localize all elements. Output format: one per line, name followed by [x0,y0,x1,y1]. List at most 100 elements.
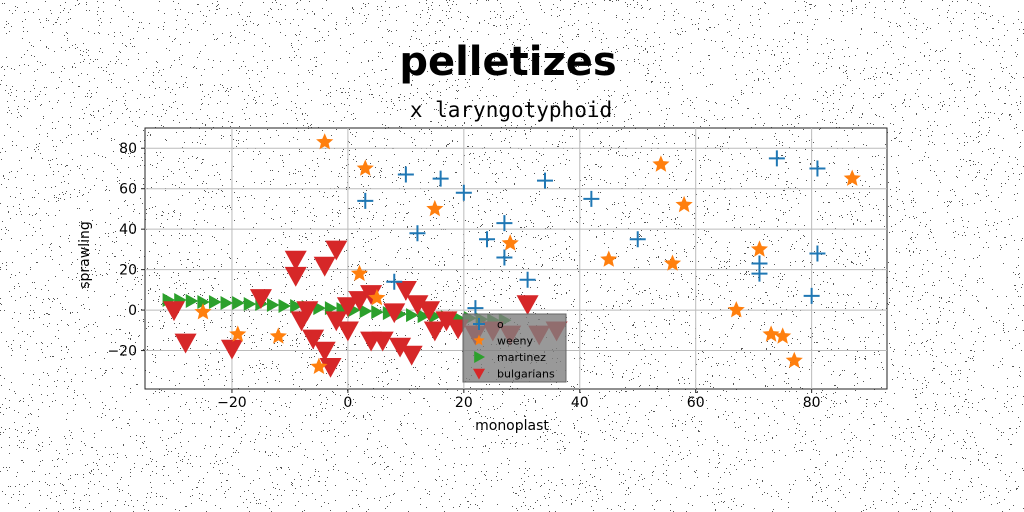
legend-marker-bulgarians [473,368,485,380]
point-bulgarians [174,333,197,354]
point-bulgarians [249,289,272,309]
legend: o weeny martinez bulgarians [462,313,567,383]
legend-label-bulgarians: bulgarians [497,368,555,381]
point-bulgarians [423,321,446,342]
x-tick-label: −20 [217,395,247,411]
point-bulgarians [284,266,307,287]
point-weeny [426,199,444,217]
point-weeny [750,240,768,257]
point-o [479,231,496,248]
point-bulgarians [383,303,406,324]
x-tick-label: 0 [343,395,352,411]
point-weeny [727,301,745,318]
point-weeny [356,159,374,176]
point-bulgarians [389,337,412,358]
x-axis-label: monoplast [475,418,549,434]
point-martinez [232,296,245,311]
point-bulgarians [418,301,441,322]
legend-label-martinez: martinez [497,351,546,364]
point-martinez [290,299,303,314]
point-martinez [185,293,199,308]
y-tick-label: 80 [119,141,137,157]
chart-title: pelletizes [399,39,616,85]
point-martinez [406,308,419,323]
point-bulgarians [400,345,423,366]
point-bulgarians [516,295,539,316]
point-weeny [194,303,212,320]
point-weeny [600,250,618,267]
point-o [386,273,403,290]
point-weeny [843,169,861,186]
point-martinez [371,305,384,320]
plot-area: −20 0 20 40 60 80 −20 0 20 40 60 80 o weeny martinez bu… [107,127,888,411]
plot-frame [144,127,888,390]
point-weeny [785,351,803,368]
point-weeny [350,264,368,281]
point-bulgarians [313,341,336,362]
point-o [803,287,820,304]
point-bulgarians [371,331,394,352]
point-bulgarians [284,250,307,271]
point-bulgarians [348,291,371,311]
point-o [536,172,553,189]
point-weeny [229,325,247,342]
point-bulgarians [313,256,336,277]
point-martinez [208,295,222,309]
point-weeny [316,133,334,150]
point-o [357,192,374,209]
y-tick-label: 20 [119,263,137,279]
point-weeny [664,254,682,271]
point-martinez [243,297,257,312]
point-bulgarians [336,297,359,318]
point-o [519,271,536,288]
point-o [809,245,826,262]
point-bulgarians [325,311,348,332]
point-bulgarians [319,357,342,378]
point-martinez [197,295,210,309]
legend-marker-o [473,318,485,330]
legend-label-weeny: weeny [497,335,534,348]
point-weeny [310,357,328,374]
point-weeny [368,289,386,306]
point-martinez [278,299,292,314]
point-bulgarians [296,301,319,322]
point-bulgarians [406,295,429,316]
y-tick-label: −20 [107,344,137,360]
point-weeny [501,234,519,251]
point-o [583,190,600,207]
point-o [455,184,472,201]
point-o [629,231,646,248]
point-bulgarians [325,240,348,261]
x-tick-label: 40 [571,395,589,411]
point-bulgarians [162,301,185,322]
point-o [432,170,449,187]
point-o [751,255,768,272]
point-bulgarians [435,311,458,332]
y-axis-label: sprawling [77,221,93,289]
point-bulgarians [394,281,417,301]
x-tick-label: 60 [687,395,705,411]
point-o [496,215,513,232]
point-weeny [269,327,287,344]
point-o [768,150,785,167]
y-tick-label: 40 [119,222,137,238]
y-tick-label: 0 [128,303,137,319]
point-weeny [774,327,792,344]
point-martinez [359,304,373,319]
point-bulgarians [302,329,325,350]
legend-marker-martinez [474,351,485,363]
point-o [409,225,426,242]
point-weeny [675,195,693,213]
x-tick-label: 20 [455,395,473,411]
point-weeny [652,155,670,172]
point-o [467,300,484,317]
x-tick-label: 80 [803,395,821,411]
point-martinez [417,309,431,324]
point-martinez [220,296,234,311]
legend-marker-weeny [473,334,485,346]
point-o [397,166,414,183]
point-weeny [762,325,780,342]
point-martinez [266,298,280,313]
